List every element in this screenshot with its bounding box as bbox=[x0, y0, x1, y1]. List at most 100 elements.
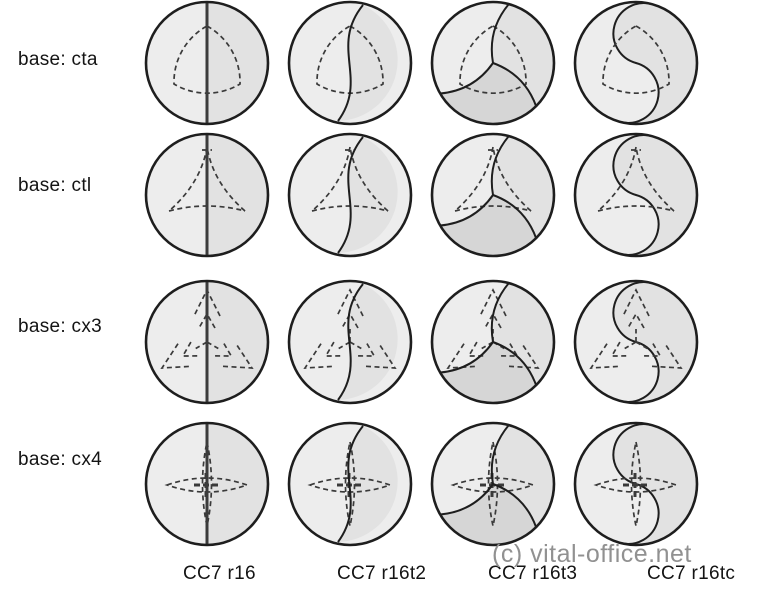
motif-ctl-dashes bbox=[635, 146, 675, 212]
divider-three-curved-sectors bbox=[490, 282, 510, 343]
circle-diagram-cta-cc7-r16t2 bbox=[287, 0, 413, 126]
circle-diagram-ctl-cc7-r16t3 bbox=[430, 132, 556, 258]
circle-outline bbox=[430, 279, 556, 405]
divider-three-curved-sectors bbox=[490, 424, 510, 485]
circle-diagram-cta-cc7-r16 bbox=[144, 0, 270, 126]
row-label-cx4: base: cx4 bbox=[18, 449, 103, 470]
col-label-cc7-r16t2: CC7 r16t2 bbox=[337, 563, 427, 584]
motif-cx3-dashes bbox=[349, 341, 362, 350]
divider-gentle-s-curve bbox=[337, 4, 364, 122]
motif-ctl-dashes bbox=[168, 146, 208, 212]
circle-diagram-cx4-cc7-r16 bbox=[144, 421, 270, 547]
motif-ctl-dashes bbox=[454, 146, 494, 212]
circle-diagram-ctl-cc7-r16tc bbox=[573, 132, 699, 258]
motif-cx3-dashes bbox=[181, 341, 199, 357]
motif-cx3-dashes bbox=[644, 341, 662, 357]
divider-three-curved-sectors bbox=[492, 341, 538, 386]
shaded-region bbox=[491, 283, 554, 386]
circle-outline bbox=[287, 0, 413, 126]
motif-ctl-dashes bbox=[349, 146, 389, 212]
motif-cx3-dashes bbox=[651, 343, 683, 369]
shaded-region bbox=[613, 3, 697, 124]
motif-cta-dashes bbox=[602, 25, 670, 94]
motif-cx4-dashes bbox=[593, 477, 679, 493]
motif-cx3-dashes bbox=[222, 343, 254, 369]
motif-cx3-dashes bbox=[358, 341, 376, 357]
circle-diagram-cx3-cc7-r16tc bbox=[573, 279, 699, 405]
shaded-region bbox=[207, 423, 268, 545]
row-label-cta: base: cta bbox=[18, 49, 98, 70]
circle-diagram-cx4-cc7-r16t3 bbox=[430, 421, 556, 547]
divider-three-curved-sectors bbox=[492, 483, 538, 528]
motif-cx3-dashes bbox=[446, 343, 478, 369]
divider-three-curved-sectors bbox=[490, 135, 510, 196]
motif-cx4-dashes bbox=[623, 473, 647, 497]
circle-outline bbox=[144, 0, 270, 126]
motif-cx3-dashes bbox=[508, 343, 540, 369]
divider-three-curved-sectors bbox=[440, 62, 494, 95]
motif-ctl-dashes bbox=[597, 205, 675, 212]
shaded-region bbox=[491, 136, 554, 239]
watermark-copyright: (c) vital-office.net bbox=[492, 540, 692, 568]
motif-cx4-dashes bbox=[164, 477, 250, 493]
shaded-region bbox=[491, 425, 554, 528]
circle-outline bbox=[144, 279, 270, 405]
divider-taiji-s-curve bbox=[612, 2, 660, 124]
divider-three-curved-sectors bbox=[492, 194, 538, 239]
motif-cx3-dashes bbox=[635, 341, 648, 350]
circle-diagram-cx4-cc7-r16tc bbox=[573, 421, 699, 547]
motif-cx3-dashes bbox=[479, 288, 507, 317]
motif-ctl-dashes bbox=[454, 205, 532, 212]
col-label-cc7-r16tc: CC7 r16tc bbox=[647, 563, 736, 584]
motif-cx3-dashes bbox=[484, 312, 502, 329]
circle-outline bbox=[573, 421, 699, 547]
circle-outline bbox=[144, 421, 270, 547]
shaded-region bbox=[207, 2, 268, 124]
motif-cx3-dashes bbox=[206, 341, 219, 350]
motif-cx3-dashes bbox=[215, 341, 233, 357]
shaded-region bbox=[338, 284, 398, 400]
motif-cx3-dashes bbox=[160, 343, 192, 369]
circle-outline bbox=[287, 279, 413, 405]
motif-cx4-dashes bbox=[450, 477, 536, 493]
shaded-region bbox=[613, 135, 697, 256]
shaded-region bbox=[440, 195, 537, 256]
shaded-region bbox=[491, 4, 554, 107]
circle-diagram-ctl-cc7-r16t2 bbox=[287, 132, 413, 258]
shaded-region bbox=[440, 63, 537, 124]
divider-gentle-s-curve bbox=[337, 136, 364, 254]
motif-ctl-dashes bbox=[311, 146, 351, 212]
motif-cx3-dashes bbox=[610, 341, 628, 357]
divider-three-curved-sectors bbox=[440, 194, 494, 227]
circle-outline bbox=[287, 421, 413, 547]
motif-cx3-dashes bbox=[195, 341, 208, 350]
divider-three-curved-sectors bbox=[440, 341, 494, 374]
motif-cx3-dashes bbox=[303, 343, 335, 369]
divider-three-curved-sectors bbox=[490, 3, 510, 64]
motif-ctl-dashes bbox=[492, 146, 532, 212]
col-label-cc7-r16: CC7 r16 bbox=[183, 563, 256, 584]
motif-cx3-dashes bbox=[589, 343, 621, 369]
motif-cx3-dashes bbox=[501, 341, 519, 357]
circle-diagram-cta-cc7-r16t3 bbox=[430, 0, 556, 126]
motif-cx3-dashes bbox=[365, 343, 397, 369]
shaded-region bbox=[440, 342, 537, 403]
shaded-region bbox=[207, 134, 268, 256]
motif-cx3-dashes bbox=[338, 341, 351, 350]
shaded-region bbox=[440, 484, 537, 545]
circle-diagram-cx3-cc7-r16t2 bbox=[287, 279, 413, 405]
motif-cx3-dashes bbox=[336, 288, 364, 317]
shaded-region bbox=[338, 137, 398, 253]
motif-cx3-dashes bbox=[627, 312, 645, 329]
col-label-cc7-r16t3: CC7 r16t3 bbox=[488, 563, 578, 584]
motif-cx3-dashes bbox=[341, 312, 359, 329]
circle-outline bbox=[573, 0, 699, 126]
row-label-cx3: base: cx3 bbox=[18, 316, 103, 337]
motif-cx3-dashes bbox=[198, 312, 216, 329]
circle-outline bbox=[144, 132, 270, 258]
motif-ctl-dashes bbox=[597, 146, 637, 212]
motif-cx3-dashes bbox=[624, 341, 637, 350]
circle-diagram-cx3-cc7-r16 bbox=[144, 279, 270, 405]
motif-cta-dashes bbox=[459, 25, 527, 94]
